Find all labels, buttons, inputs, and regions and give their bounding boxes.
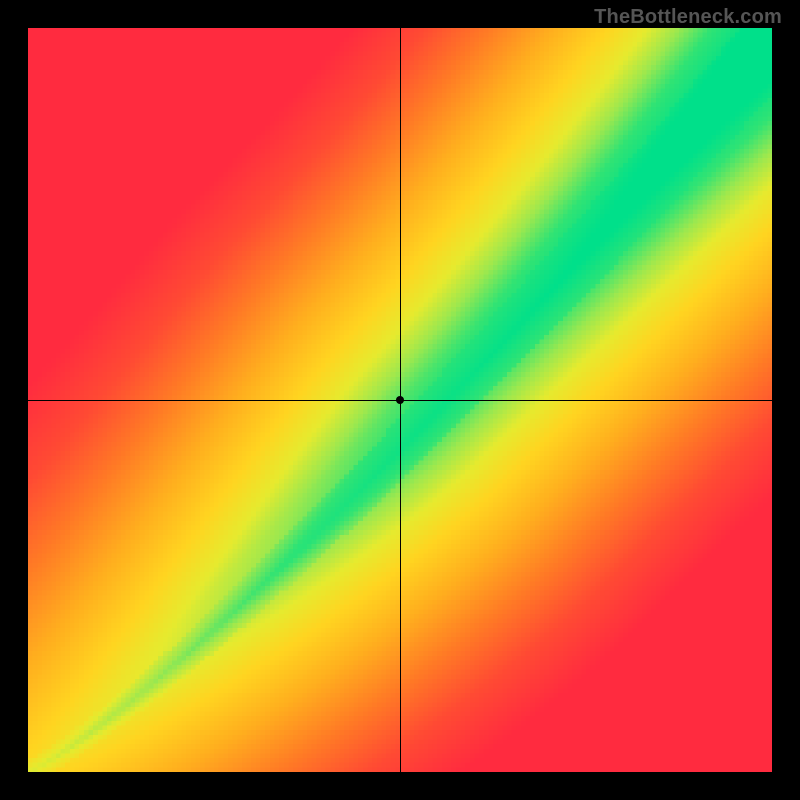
crosshair-marker [396,396,404,404]
figure-container: TheBottleneck.com [0,0,800,800]
watermark-text: TheBottleneck.com [594,6,782,29]
